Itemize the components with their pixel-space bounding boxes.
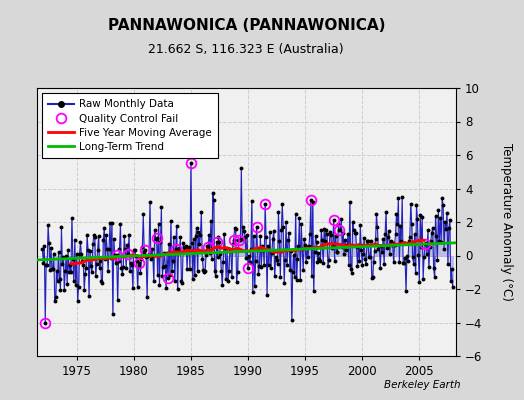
Text: Berkeley Earth: Berkeley Earth: [385, 380, 461, 390]
Y-axis label: Temperature Anomaly (°C): Temperature Anomaly (°C): [500, 143, 514, 301]
Text: 21.662 S, 116.323 E (Australia): 21.662 S, 116.323 E (Australia): [148, 44, 344, 56]
Legend: Raw Monthly Data, Quality Control Fail, Five Year Moving Average, Long-Term Tren: Raw Monthly Data, Quality Control Fail, …: [42, 93, 219, 158]
Text: PANNAWONICA (PANNAWONICA): PANNAWONICA (PANNAWONICA): [107, 18, 385, 34]
